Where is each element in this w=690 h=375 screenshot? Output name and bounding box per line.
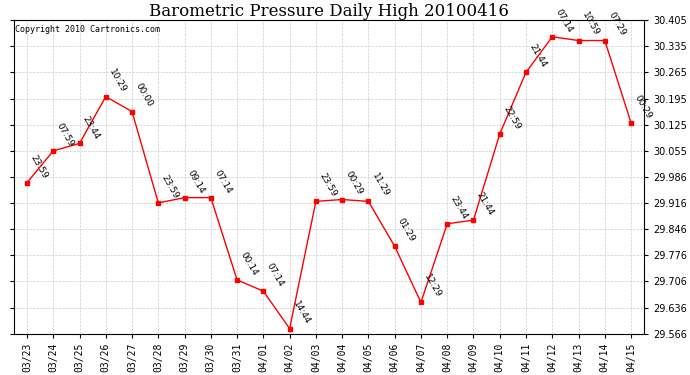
Text: 07:14: 07:14 bbox=[265, 262, 286, 288]
Text: 22:59: 22:59 bbox=[501, 105, 522, 131]
Text: 07:14: 07:14 bbox=[553, 7, 574, 34]
Text: 21:44: 21:44 bbox=[527, 43, 548, 69]
Text: 14:44: 14:44 bbox=[291, 299, 312, 326]
Text: 23:59: 23:59 bbox=[159, 173, 180, 200]
Text: 00:29: 00:29 bbox=[344, 170, 364, 197]
Text: 00:14: 00:14 bbox=[239, 251, 259, 277]
Text: 23:44: 23:44 bbox=[81, 114, 101, 141]
Text: 21:44: 21:44 bbox=[475, 191, 495, 217]
Text: 07:59: 07:59 bbox=[55, 121, 75, 148]
Text: 10:59: 10:59 bbox=[580, 11, 601, 38]
Text: 00:00: 00:00 bbox=[133, 82, 154, 109]
Text: 01:29: 01:29 bbox=[396, 217, 417, 243]
Text: 11:29: 11:29 bbox=[370, 172, 391, 199]
Title: Barometric Pressure Daily High 20100416: Barometric Pressure Daily High 20100416 bbox=[149, 3, 509, 20]
Text: Copyright 2010 Cartronics.com: Copyright 2010 Cartronics.com bbox=[15, 25, 160, 34]
Text: 09:14: 09:14 bbox=[186, 168, 206, 195]
Text: 23:59: 23:59 bbox=[317, 172, 338, 199]
Text: 07:29: 07:29 bbox=[607, 11, 627, 38]
Text: 00:29: 00:29 bbox=[633, 93, 653, 120]
Text: 07:14: 07:14 bbox=[213, 168, 233, 195]
Text: 23:59: 23:59 bbox=[28, 153, 49, 180]
Text: 10:29: 10:29 bbox=[107, 67, 128, 94]
Text: 23:44: 23:44 bbox=[448, 195, 469, 221]
Text: 12:29: 12:29 bbox=[422, 273, 443, 300]
